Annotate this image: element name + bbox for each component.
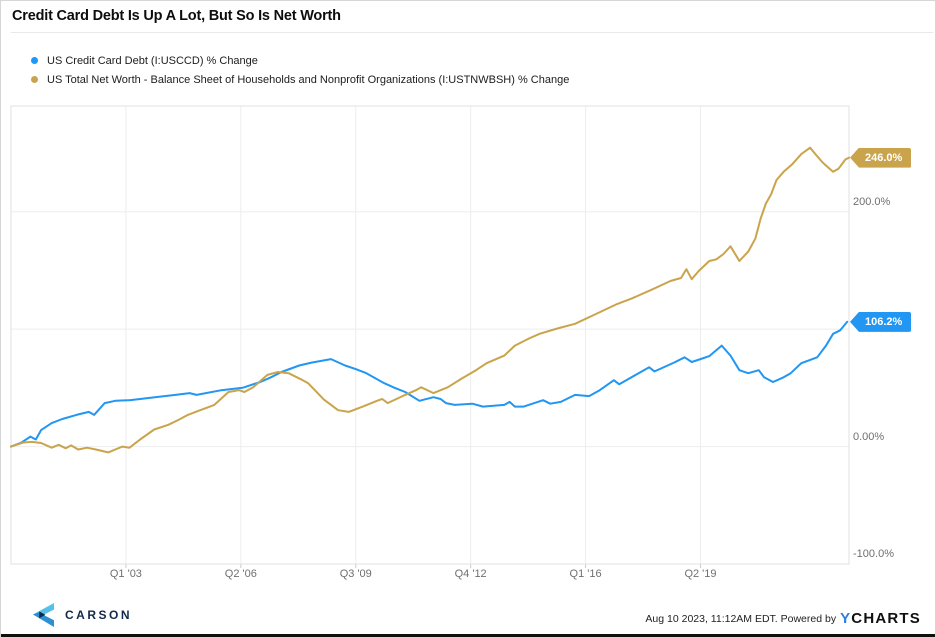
legend-item-net-worth: US Total Net Worth - Balance Sheet of Ho… — [31, 70, 569, 89]
title-divider — [11, 32, 933, 33]
net-worth-series-dot-icon — [31, 76, 38, 83]
carson-logo-icon — [33, 603, 54, 627]
ycharts-logo: YCHARTS — [840, 610, 921, 627]
ycharts-wordmark: CHARTS — [851, 610, 921, 627]
carson-wordmark: CARSON — [65, 608, 133, 622]
y-axis-label: 200.0% — [853, 195, 891, 208]
page-title: Credit Card Debt Is Up A Lot, But So Is … — [12, 8, 341, 24]
chart-legend: US Credit Card Debt (I:USCCD) % Change U… — [31, 51, 569, 89]
x-axis-label: Q1 '03 — [109, 568, 142, 580]
credit-card-series-dot-icon — [31, 57, 38, 64]
x-axis-label: Q2 '19 — [684, 568, 717, 580]
y-axis-label: 0.00% — [853, 430, 885, 443]
credit-card-last-value-tag: 106.2% — [850, 311, 912, 332]
ycharts-y-glyph: Y — [840, 610, 852, 627]
timestamp: Aug 10 2023, 11:12AM EDT. Powered by — [645, 612, 837, 625]
legend-label-net-worth: US Total Net Worth - Balance Sheet of Ho… — [47, 73, 570, 86]
bottom-edge-bar — [1, 634, 935, 637]
y-axis-label: -100.0% — [853, 548, 894, 560]
carson-brand: CARSON — [31, 602, 132, 628]
x-axis-label: Q1 '16 — [569, 568, 602, 580]
net-worth-last-value-tag: 246.0% — [850, 147, 912, 168]
x-axis-label: Q2 '06 — [224, 568, 257, 580]
x-axis-label: Q3 '09 — [339, 568, 372, 580]
x-axis-label: Q4 '12 — [454, 568, 487, 580]
legend-item-credit-card-debt: US Credit Card Debt (I:USCCD) % Change — [31, 51, 569, 70]
powered-by: Aug 10 2023, 11:12AM EDT. Powered by YCH… — [645, 610, 921, 627]
legend-label-credit-card-debt: US Credit Card Debt (I:USCCD) % Change — [47, 54, 258, 67]
